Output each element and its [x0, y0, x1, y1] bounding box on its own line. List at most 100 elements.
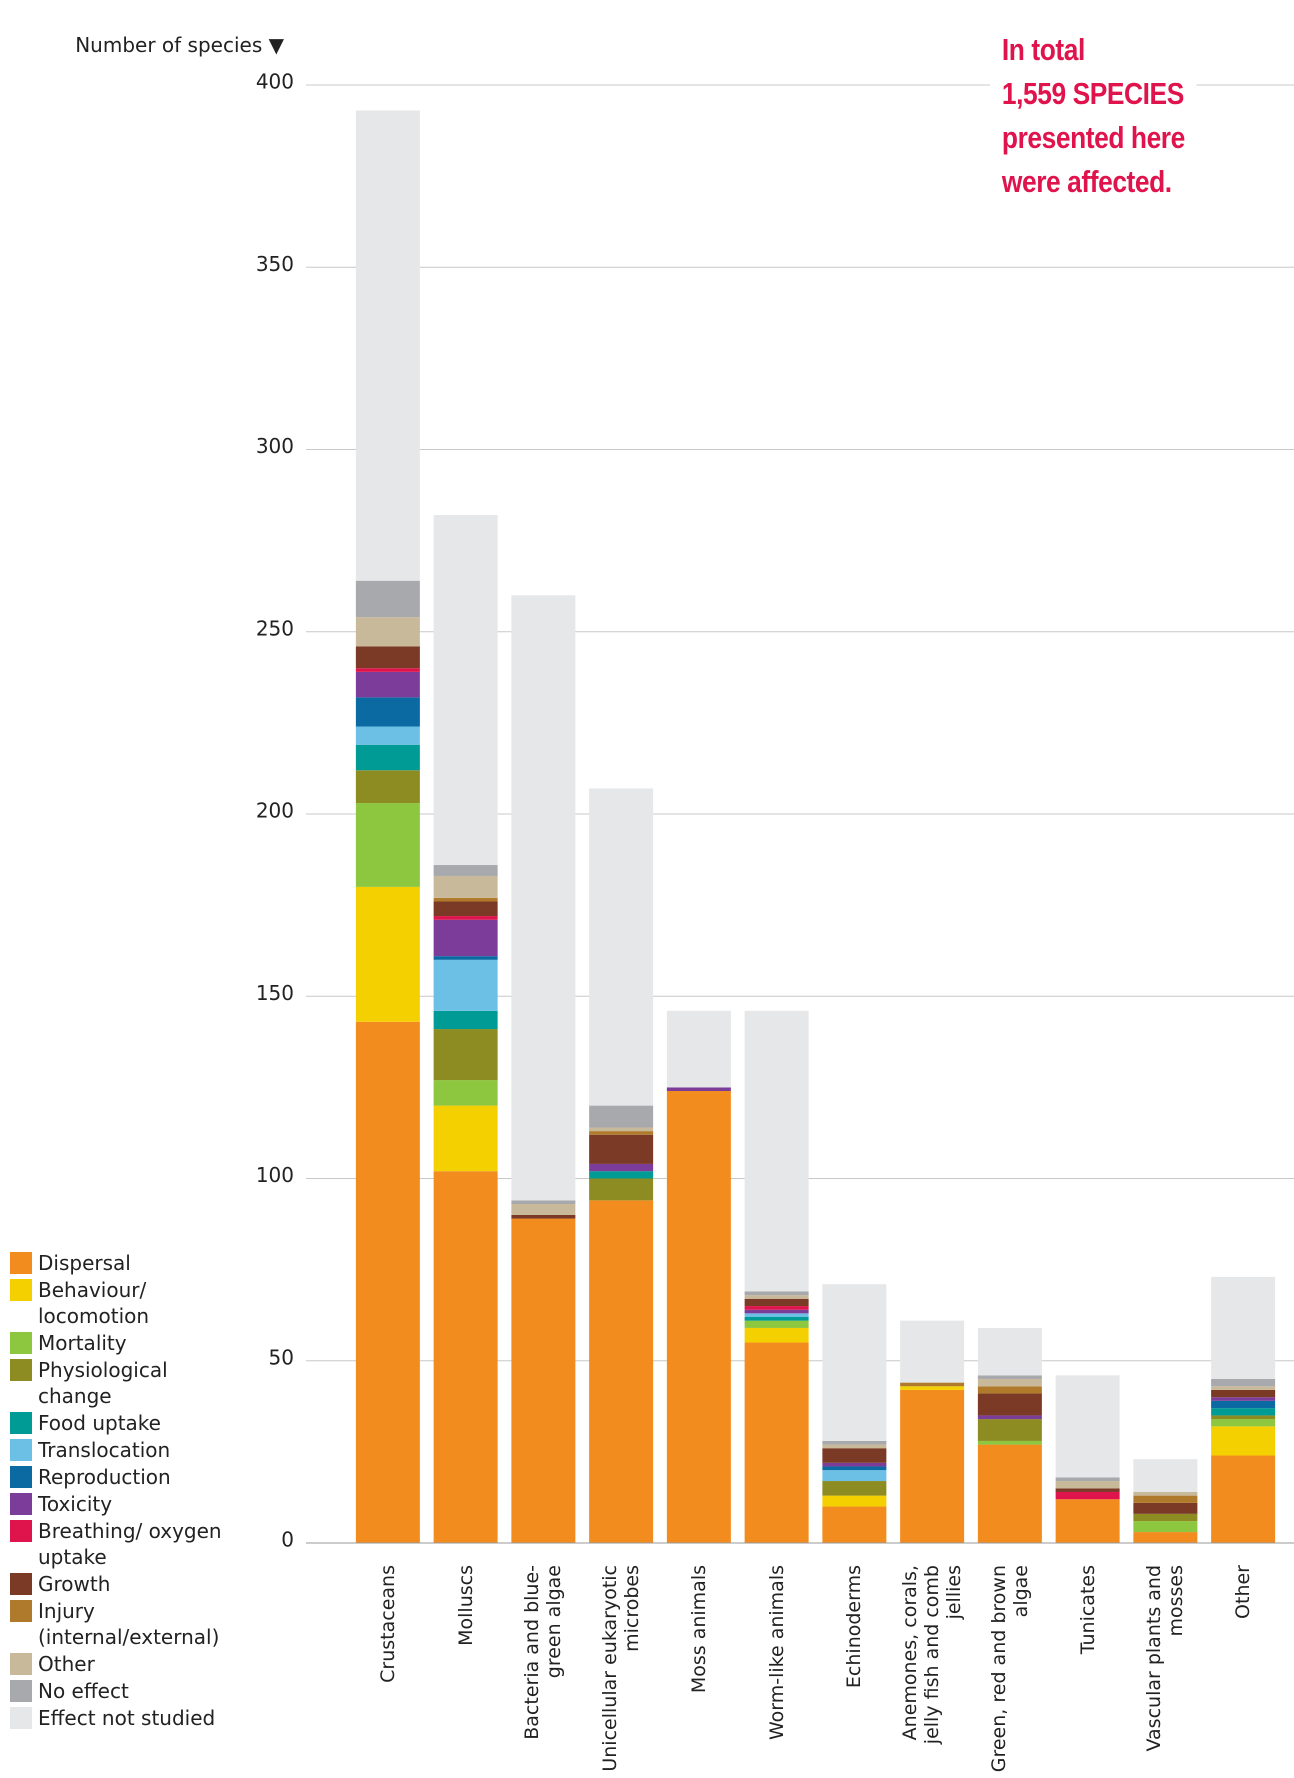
bar-segment — [666, 1091, 731, 1543]
legend-item: Behaviour/ locomotion — [10, 1277, 235, 1329]
x-tick-label: Molluscs — [454, 1565, 477, 1646]
bar-segment — [744, 1320, 809, 1328]
bar-segment — [433, 901, 498, 917]
bar-segment — [977, 1327, 1042, 1376]
bar-segment — [744, 1295, 809, 1299]
bar-segment — [1133, 1502, 1198, 1514]
legend-label: No effect — [38, 1679, 129, 1703]
legend-swatch — [10, 1412, 32, 1434]
x-tick-label: Tunicates — [1076, 1565, 1099, 1655]
bar-segment — [589, 1200, 654, 1543]
y-tick-label: 250 — [256, 616, 294, 640]
bar-segment — [977, 1444, 1042, 1543]
legend-label: Growth — [38, 1572, 111, 1596]
bar-segment — [355, 744, 420, 771]
bar-segment — [744, 1327, 809, 1343]
x-tick-label: Green, red and brown algae — [987, 1565, 1032, 1773]
y-tick-label: 400 — [256, 70, 294, 94]
bar-segment — [1133, 1491, 1198, 1496]
legend-swatch — [10, 1359, 32, 1381]
bar-segment — [1133, 1459, 1198, 1492]
y-tick-label: 150 — [256, 981, 294, 1005]
legend-item: Translocation — [10, 1437, 235, 1463]
legend-swatch — [10, 1573, 32, 1595]
annotation-line: 1,559 SPECIES — [1001, 76, 1184, 111]
bar-segment — [822, 1440, 887, 1445]
legend-item: Injury (internal/external) — [10, 1598, 235, 1650]
bar-segment — [433, 875, 498, 898]
bar-segment — [433, 897, 498, 902]
bar-segment — [355, 646, 420, 669]
bar-segment — [1133, 1513, 1198, 1522]
bar-segment — [511, 1218, 576, 1543]
annotation: In total 1,559 SPECIES presented here were … — [990, 28, 1197, 204]
legend-label: Toxicity — [38, 1492, 113, 1516]
y-tick-label: 300 — [256, 434, 294, 458]
bar-segment — [822, 1481, 887, 1496]
bar-segment — [1055, 1481, 1120, 1489]
bar-segment — [1055, 1499, 1120, 1543]
legend-swatch — [10, 1279, 32, 1301]
bar-segment — [822, 1470, 887, 1482]
bar-segment — [744, 1317, 809, 1321]
bar-segment — [1211, 1389, 1276, 1398]
bar-segment — [511, 1214, 576, 1219]
bar-segment — [977, 1378, 1042, 1387]
bar-segment — [744, 1298, 809, 1307]
legend-item: Other — [10, 1651, 235, 1677]
bar-segment — [900, 1382, 965, 1387]
bar-segment — [433, 919, 498, 957]
bar-segment — [355, 803, 420, 887]
bar-segment — [1211, 1415, 1276, 1420]
legend-item: Dispersal — [10, 1250, 235, 1276]
bar-segment — [355, 617, 420, 647]
bar-segment — [1055, 1488, 1120, 1492]
y-tick-label: 200 — [256, 799, 294, 823]
bar-segment — [1211, 1378, 1276, 1387]
bar-segment — [744, 1291, 809, 1296]
bar-segment — [822, 1284, 887, 1441]
bar-segment — [977, 1419, 1042, 1441]
bar-segment — [589, 1163, 654, 1172]
legend-label: Breathing/ oxygen uptake — [38, 1519, 222, 1569]
bar-segment — [900, 1386, 965, 1390]
legend-item: Mortality — [10, 1330, 235, 1356]
legend-label: Effect not studied — [38, 1706, 216, 1730]
legend-item: Toxicity — [10, 1491, 235, 1517]
bar-segment — [1211, 1419, 1276, 1427]
bar-segment — [1211, 1386, 1276, 1390]
legend-swatch — [10, 1707, 32, 1729]
legend: Dispersal Behaviour/ locomotion Mortality P… — [10, 1250, 235, 1732]
bar-segment — [355, 671, 420, 698]
y-axis-title: Number of species ▼ — [75, 33, 284, 57]
bar-segment — [822, 1506, 887, 1543]
bar-segment — [1211, 1400, 1276, 1409]
legend-label: Translocation — [38, 1438, 171, 1462]
legend-item: Effect not studied — [10, 1705, 235, 1731]
annotation-line: In total — [1001, 32, 1085, 67]
bar-segment — [1211, 1397, 1276, 1401]
bar-segment — [589, 1131, 654, 1135]
bar-segment — [1133, 1495, 1198, 1503]
legend-swatch — [10, 1466, 32, 1488]
legend-label: Mortality — [38, 1331, 127, 1355]
x-tick-label: Worm-like animals — [765, 1565, 788, 1741]
bar-segment — [977, 1386, 1042, 1394]
legend-swatch — [10, 1600, 32, 1622]
bar-segment — [589, 1134, 654, 1164]
bar-segment — [433, 916, 498, 920]
legend-label: Dispersal — [38, 1251, 131, 1275]
bar-segment — [433, 1010, 498, 1030]
legend-swatch — [10, 1252, 32, 1274]
legend-swatch — [10, 1332, 32, 1354]
x-tick-label: Crustaceans — [376, 1565, 399, 1683]
legend-label: Injury (internal/external) — [38, 1599, 220, 1649]
bar-segment — [355, 697, 420, 727]
bar-segment — [589, 1171, 654, 1179]
bar-segment — [744, 1306, 809, 1310]
legend-label: Behaviour/ locomotion — [38, 1278, 150, 1328]
annotation-line: were affected. — [1001, 164, 1172, 199]
y-tick-label: 50 — [269, 1345, 294, 1369]
